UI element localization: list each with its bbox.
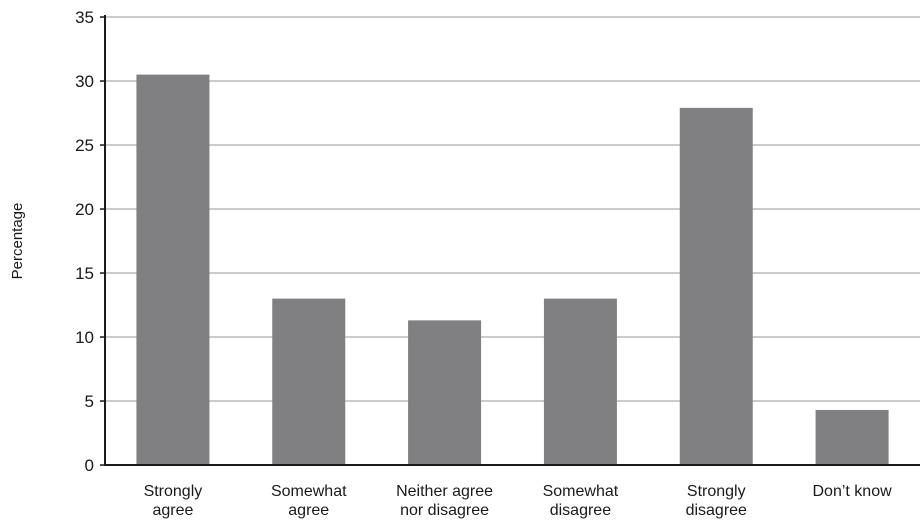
x-tick-label: Somewhat agree (271, 483, 347, 519)
y-tick-label: 20 (75, 200, 94, 219)
x-tick-label: Strongly agree (144, 483, 203, 519)
x-tick-label-line: Somewhat (543, 483, 619, 500)
bar (136, 74, 210, 465)
x-tick-label-line: Somewhat (271, 483, 347, 500)
x-tick-label-line: nor disagree (400, 502, 489, 519)
x-tick-label-line: Neither agree (396, 483, 493, 500)
x-tick-label-line: Don’t know (813, 483, 893, 500)
x-tick-labels: Strongly agree Somewhat agree Neither agree n… (144, 483, 893, 519)
x-tick-label-line: disagree (550, 502, 611, 519)
y-axis-label: Percentage (9, 203, 26, 280)
y-tick-label: 10 (75, 328, 94, 347)
y-tick-label: 30 (75, 72, 94, 91)
axes (100, 15, 920, 466)
y-tick-label: 35 (75, 8, 94, 27)
bars (136, 74, 889, 465)
x-tick-label-line: disagree (686, 502, 747, 519)
bar (815, 409, 889, 465)
x-tick-label: Somewhat disagree (543, 483, 619, 519)
x-tick-label: Neither agree nor disagree (396, 483, 493, 519)
bar (272, 298, 346, 465)
x-tick-label: Don’t know (813, 483, 893, 500)
y-tick-label: 25 (75, 136, 94, 155)
x-tick-label-line: agree (152, 502, 193, 519)
y-tick-label: 15 (75, 264, 94, 283)
bar (543, 298, 617, 465)
y-tick-label: 0 (85, 456, 94, 475)
y-tick-label: 5 (85, 392, 94, 411)
gridlines (105, 16, 920, 402)
x-tick-label-line: Strongly (687, 483, 746, 500)
bar (679, 107, 753, 465)
y-tick-labels: 0 5 10 15 20 25 30 35 (75, 8, 94, 475)
bar (408, 320, 482, 465)
x-tick-label: Strongly disagree (686, 483, 747, 519)
x-tick-label-line: agree (288, 502, 329, 519)
x-tick-label-line: Strongly (144, 483, 203, 500)
